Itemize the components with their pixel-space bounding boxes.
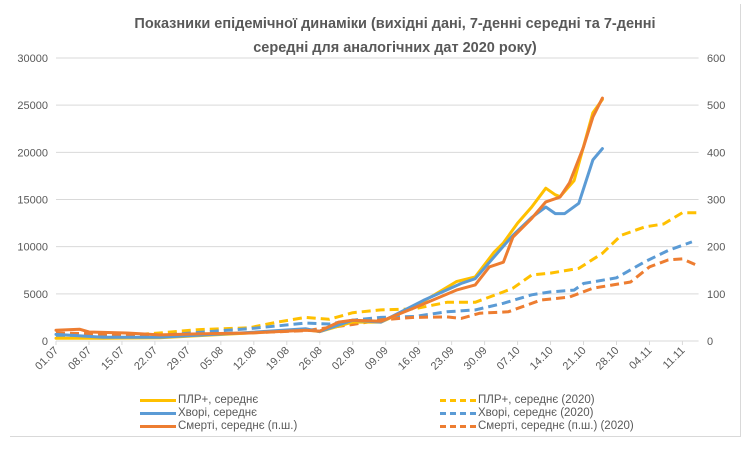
series-line-2 <box>54 96 604 337</box>
legend-label: Смерті, середнє (п.ш.) (2020) <box>478 420 634 432</box>
y-right-tick-label: 0 <box>707 336 713 348</box>
series-line-5 <box>55 257 698 337</box>
y-right-tick-label: 400 <box>707 147 725 159</box>
chart-title-line-2: середні для аналогічних дат 2020 року) <box>253 40 537 56</box>
x-tick-label: 14.10 <box>528 345 556 373</box>
x-tick-label: 01.07 <box>33 345 61 373</box>
legend-label: Смерті, середнє (п.ш.) <box>178 420 298 432</box>
x-tick-label: 11.11 <box>661 345 688 372</box>
x-tick-label: 12.08 <box>231 345 259 373</box>
y-left-tick-label: 0 <box>42 336 48 348</box>
legend-swatch <box>440 399 476 402</box>
x-tick-label: 26.08 <box>297 345 325 373</box>
legend-swatch <box>440 412 476 415</box>
legend-swatch <box>140 425 176 428</box>
chart-title: Показники епідемічної динаміки (вихідні … <box>100 12 690 60</box>
legend-swatch <box>140 412 176 415</box>
y-left-tick-label: 25000 <box>17 100 48 112</box>
y-right-tick-label: 200 <box>707 242 725 254</box>
x-tick-label: 19.08 <box>264 345 292 373</box>
x-tick-label: 30.09 <box>462 345 490 373</box>
y-left-tick-label: 10000 <box>17 242 48 254</box>
x-tick-label: 02.09 <box>330 345 358 373</box>
x-tick-label: 04.11 <box>627 345 654 372</box>
x-tick-label: 15.07 <box>99 345 127 373</box>
series-line-4 <box>55 240 693 339</box>
x-tick-label: 08.07 <box>66 345 94 373</box>
y-right-tick-label: 500 <box>707 100 725 112</box>
legend-swatch <box>440 425 476 428</box>
x-tick-label: 29.07 <box>165 345 193 373</box>
x-tick-label: 07.10 <box>495 345 523 373</box>
legend-label: Хворі, середнє (2020) <box>478 407 594 419</box>
x-tick-label: 21.10 <box>561 345 589 373</box>
y-left-tick-label: 5000 <box>24 289 48 301</box>
series-line-0 <box>54 98 604 340</box>
x-tick-label: 28.10 <box>594 345 622 373</box>
chart-title-line-1: Показники епідемічної динаміки (вихідні … <box>134 16 656 32</box>
legend-label: ПЛР+, середнє <box>178 394 259 406</box>
x-tick-label: 22.07 <box>132 345 160 373</box>
x-tick-label: 09.09 <box>363 345 391 373</box>
legend-label: Хворі, середнє <box>178 407 258 419</box>
y-right-tick-label: 600 <box>707 53 725 65</box>
y-right-tick-label: 100 <box>707 289 725 301</box>
y-left-tick-label: 30000 <box>17 53 48 65</box>
x-tick-label: 05.08 <box>198 345 226 373</box>
y-left-tick-label: 15000 <box>17 195 48 207</box>
x-tick-label: 16.09 <box>396 345 424 373</box>
y-right-tick-label: 300 <box>707 195 725 207</box>
y-left-tick-label: 20000 <box>17 147 48 159</box>
legend-label: ПЛР+, середнє (2020) <box>478 394 595 406</box>
chart-frame <box>10 4 741 437</box>
x-tick-label: 23.09 <box>429 345 457 373</box>
series-line-3 <box>55 211 697 338</box>
legend-swatch <box>140 399 176 402</box>
